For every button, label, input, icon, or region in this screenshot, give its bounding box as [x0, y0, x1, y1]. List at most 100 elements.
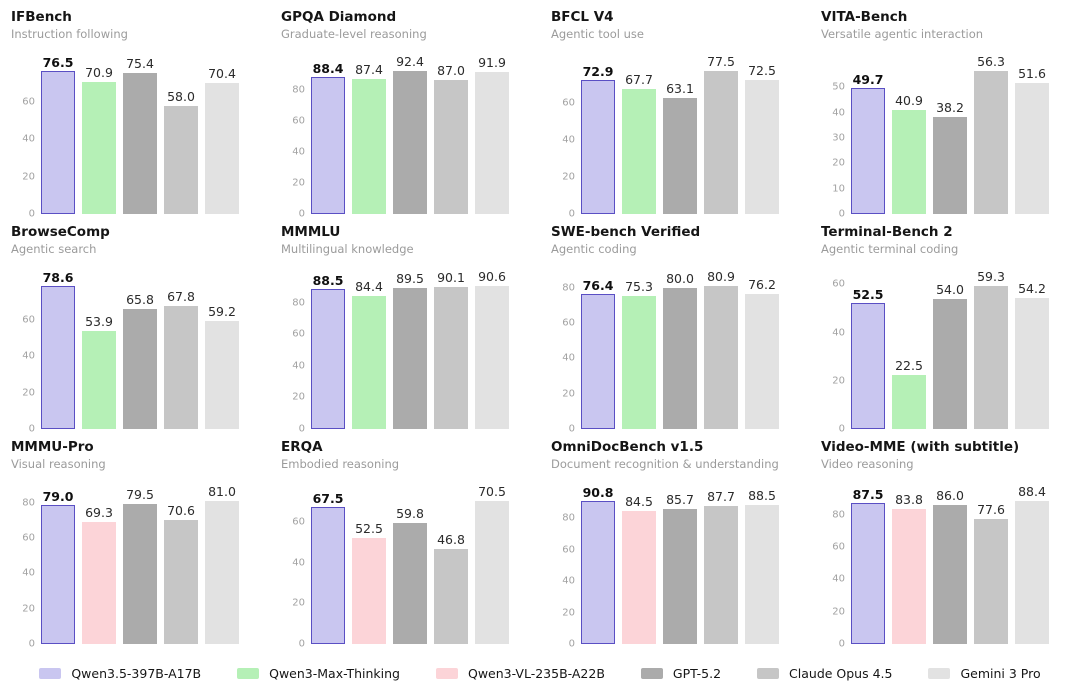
plot-area: 0 10 20 30 40 50 49.7 40.9 38.2 56.3 51.6: [821, 54, 1055, 220]
legend-item-gpt-5-2: GPT-5.2: [640, 666, 722, 681]
chart-swe-bench-verified: SWE-bench Verified Agentic coding 0 20 40 60 8…: [540, 220, 810, 435]
bar-qwen3-max-thinking: 22.5: [892, 358, 926, 429]
chart-title: BFCL V4: [551, 9, 614, 25]
bar-gemini-3-pro: 70.4: [205, 66, 239, 214]
legend-item-qwen3-5-397b-a17b: Qwen3.5-397B-A17B: [39, 666, 201, 681]
bar-gpt-5-2: 63.1: [663, 81, 697, 214]
plot-area: 0 20 40 60 67.5 52.5 59.8 46.8 70.5: [281, 484, 515, 650]
bar-gemini-3-pro: 88.5: [745, 488, 779, 644]
legend-label: Qwen3-Max-Thinking: [269, 666, 400, 681]
legend-swatch-icon: [928, 668, 951, 679]
legend-item-gemini-3-pro: Gemini 3 Pro: [928, 666, 1041, 681]
y-tick-label: 40: [562, 575, 575, 587]
bar-value-label: 88.5: [312, 273, 344, 289]
bar-value-label: 59.2: [208, 304, 236, 320]
y-tick-label: 20: [22, 171, 35, 183]
y-tick-label: 60: [22, 314, 35, 326]
bars-group: 88.4 87.4 92.4 87.0 91.9: [311, 54, 509, 214]
y-tick-label: 80: [292, 84, 305, 96]
chart-title: VITA-Bench: [821, 9, 908, 25]
bar-value-label: 90.8: [582, 485, 614, 501]
bar-qwen3-max-thinking: 87.4: [352, 62, 386, 214]
bar-qwen3-max-thinking: 70.9: [82, 65, 116, 214]
y-tick-label: 40: [22, 133, 35, 145]
bar-gemini-3-pro: 81.0: [205, 484, 239, 644]
chart-subtitle: Instruction following: [11, 27, 128, 41]
legend-label: GPT-5.2: [672, 666, 722, 681]
bar-qwen3-max-thinking: 84.4: [352, 279, 386, 429]
chart-title: GPQA Diamond: [281, 9, 397, 25]
bar-qwen3-5-397b-a17b: 67.5: [311, 491, 345, 644]
bar-value-label: 70.6: [167, 502, 195, 518]
bar-value-label: 58.0: [167, 88, 195, 104]
y-tick-label: 40: [292, 557, 305, 569]
legend-swatch-icon: [237, 668, 260, 679]
bars-group: 76.4 75.3 80.0 80.9 76.2: [581, 269, 779, 429]
bar-gpt-5-2: 75.4: [123, 56, 157, 214]
chart-title: ERQA: [281, 439, 323, 455]
y-tick-label: 80: [832, 509, 845, 521]
bar-qwen3-5-397b-a17b: 88.4: [311, 61, 345, 214]
y-tick-label: 60: [832, 278, 845, 290]
plot-area: 0 20 40 60 80 79.0 69.3 79.5 70.6 81.0: [11, 484, 245, 650]
legend-swatch-icon: [436, 668, 458, 679]
bar-gpt-5-2: 79.5: [123, 487, 157, 644]
y-tick-label: 20: [832, 606, 845, 618]
chart-subtitle: Multilingual knowledge: [281, 242, 414, 256]
y-tick-label: 60: [292, 516, 305, 528]
chart-subtitle: Versatile agentic interaction: [821, 27, 984, 41]
legend-item-qwen3-max-thinking: Qwen3-Max-Thinking: [237, 666, 400, 681]
y-tick-label: 40: [562, 134, 575, 146]
bar-gpt-5-2: 38.2: [933, 100, 967, 214]
bar-gpt-5-2: 85.7: [663, 492, 697, 644]
y-tick-label: 0: [838, 208, 845, 220]
bars-group: 76.5 70.9 75.4 58.0 70.4: [41, 55, 239, 214]
chart-vita-bench: VITA-Bench Versatile agentic interaction 0…: [810, 5, 1080, 220]
chart-title: MMMLU: [281, 224, 341, 240]
bar-gemini-3-pro: 90.6: [475, 269, 509, 429]
bars-group: 49.7 40.9 38.2 56.3 51.6: [851, 54, 1049, 214]
bar-value-label: 75.3: [625, 279, 653, 295]
chart-ifbench: IFBench Instruction following 0 20 40 60 76.5 7…: [0, 5, 270, 220]
y-tick-label: 20: [832, 157, 845, 169]
y-tick-label: 0: [298, 208, 305, 220]
bar-value-label: 54.0: [936, 281, 964, 297]
bar-gemini-3-pro: 59.2: [205, 304, 239, 429]
y-tick-label: 60: [292, 115, 305, 127]
bar-qwen3-max-thinking: 67.7: [622, 72, 656, 214]
bar-value-label: 72.9: [582, 63, 614, 79]
y-tick-label: 20: [22, 387, 35, 399]
bar-value-label: 52.5: [355, 520, 383, 536]
bar-claude-opus-4-5: 77.6: [974, 502, 1008, 644]
bar-value-label: 67.5: [312, 491, 344, 507]
y-tick-label: 60: [292, 328, 305, 340]
bar-claude-opus-4-5: 58.0: [164, 89, 198, 214]
bar-qwen3-5-397b-a17b: 76.4: [581, 278, 615, 429]
bar-value-label: 87.0: [437, 62, 465, 78]
bar-qwen3-5-397b-a17b: 88.5: [311, 273, 345, 429]
y-tick-label: 0: [838, 423, 845, 435]
y-tick-label: 20: [292, 177, 305, 189]
bar-claude-opus-4-5: 70.6: [164, 503, 198, 644]
legend-label: Gemini 3 Pro: [960, 666, 1041, 681]
bar-qwen3-5-397b-a17b: 52.5: [851, 287, 885, 429]
y-tick-label: 80: [292, 297, 305, 309]
y-tick-label: 40: [832, 327, 845, 339]
chart-gpqa-diamond: GPQA Diamond Graduate-level reasoning 0 20 4…: [270, 5, 540, 220]
bar-qwen3-max-thinking: 75.3: [622, 279, 656, 429]
chart-title: SWE-bench Verified: [551, 224, 701, 240]
bar-gpt-5-2: 80.0: [663, 271, 697, 429]
y-tick-label: 40: [562, 352, 575, 364]
bar-value-label: 92.4: [396, 54, 424, 70]
bar-value-label: 84.5: [625, 494, 653, 510]
chart-terminal-bench-2: Terminal-Bench 2 Agentic terminal coding 0…: [810, 220, 1080, 435]
bar-value-label: 67.7: [625, 72, 653, 88]
bar-value-label: 77.6: [977, 501, 1005, 517]
plot-area: 0 20 40 60 80 90.8 84.5 85.7 87.7 88.5: [551, 485, 785, 650]
bars-group: 87.5 83.8 86.0 77.6 88.4: [851, 484, 1049, 644]
bar-gpt-5-2: 54.0: [933, 282, 967, 429]
chart-mmmlu: MMMLU Multilingual knowledge 0 20 40 60 80 88.5…: [270, 220, 540, 435]
bar-value-label: 91.9: [478, 54, 506, 70]
bars-group: 67.5 52.5 59.8 46.8 70.5: [311, 484, 509, 644]
y-tick-label: 10: [832, 183, 845, 195]
